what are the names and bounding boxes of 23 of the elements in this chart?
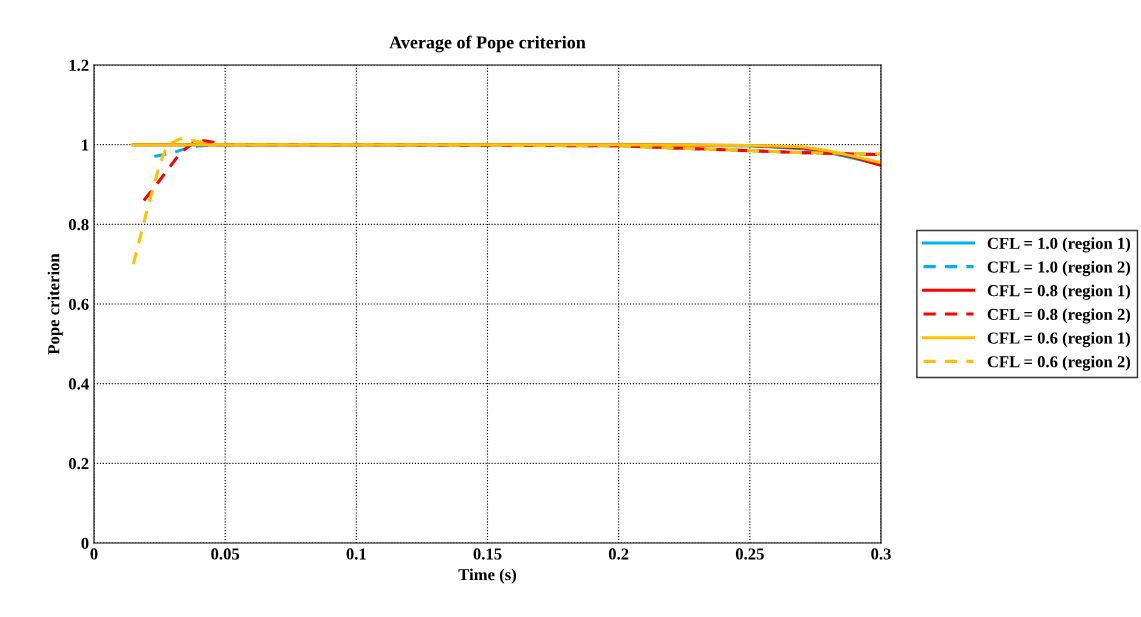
legend-label: CFL = 0.8 (region 2) <box>987 308 1131 324</box>
y-tick-label: 0.2 <box>68 458 89 470</box>
y-tick-label: 0.6 <box>68 298 89 311</box>
x-tick-label: 0.15 <box>473 548 502 560</box>
y-axis-title: Pope criterion <box>47 253 63 355</box>
x-tick-label: 0.25 <box>735 548 764 560</box>
y-tick-label: 1.2 <box>69 59 89 72</box>
legend-label: CFL = 1.0 (region 1) <box>987 237 1131 253</box>
x-tick-label: 0.3 <box>871 548 891 560</box>
x-axis-title: Time (s) <box>458 568 517 584</box>
chart-title: Average of Pope criterion <box>389 35 586 53</box>
x-tick-label: 0.2 <box>608 548 629 560</box>
y-tick-label: 0 <box>81 537 89 549</box>
x-tick-label: 0 <box>90 548 98 560</box>
x-tick-label: 0.05 <box>211 548 240 560</box>
y-tick-label: 0.8 <box>68 219 89 231</box>
y-tick-label: 0.4 <box>68 378 89 390</box>
legend-label: CFL = 1.0 (region 2) <box>987 260 1131 277</box>
x-tick-label: 0.1 <box>346 548 366 560</box>
legend-label: CFL = 0.8 (region 1) <box>987 284 1131 300</box>
legend-label: CFL = 0.6 (region 2) <box>987 355 1131 371</box>
y-tick-label: 1 <box>82 139 89 151</box>
legend-label: CFL = 0.6 (region 1) <box>987 331 1131 348</box>
